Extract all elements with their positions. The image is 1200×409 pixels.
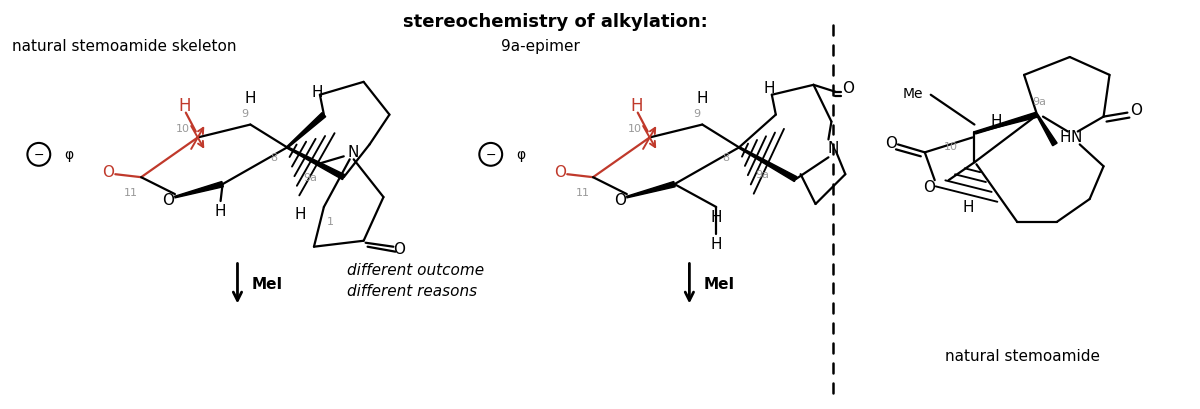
Polygon shape — [287, 147, 346, 180]
Text: MeI: MeI — [703, 276, 734, 291]
Text: Me: Me — [902, 87, 923, 101]
Polygon shape — [175, 182, 223, 198]
Polygon shape — [626, 182, 676, 198]
Text: N: N — [1070, 130, 1081, 145]
Text: 9: 9 — [692, 108, 700, 118]
Text: MeI: MeI — [251, 276, 282, 291]
Text: stereochemistry of alkylation:: stereochemistry of alkylation: — [403, 13, 708, 31]
Text: 11: 11 — [124, 188, 138, 198]
Text: H: H — [311, 85, 323, 100]
Text: O: O — [842, 81, 854, 96]
Text: H: H — [179, 97, 191, 115]
Text: O: O — [886, 136, 898, 151]
Text: O: O — [923, 179, 935, 194]
Text: H: H — [245, 91, 256, 106]
Text: O: O — [554, 164, 566, 179]
Text: H: H — [990, 114, 1002, 129]
Text: 11: 11 — [576, 188, 590, 198]
Text: H: H — [215, 204, 227, 219]
Text: N: N — [348, 144, 359, 160]
Text: 9a: 9a — [755, 170, 769, 180]
Text: O: O — [102, 164, 114, 179]
Polygon shape — [739, 147, 797, 182]
Text: H: H — [962, 200, 974, 215]
Text: H: H — [630, 97, 643, 115]
Text: O: O — [394, 242, 406, 256]
Polygon shape — [976, 115, 1037, 135]
Text: different outcome
different reasons: different outcome different reasons — [347, 263, 484, 299]
Text: H: H — [710, 210, 722, 225]
Text: O: O — [162, 192, 174, 207]
Text: H: H — [696, 91, 708, 106]
Text: 8: 8 — [722, 153, 730, 163]
Text: O: O — [1130, 103, 1142, 118]
Text: 10: 10 — [628, 123, 642, 133]
Text: 9: 9 — [241, 108, 248, 118]
Text: −: − — [34, 148, 44, 162]
Text: −: − — [486, 148, 496, 162]
Text: φ: φ — [64, 148, 73, 162]
Text: H: H — [294, 207, 306, 222]
Text: 9a: 9a — [1032, 97, 1046, 106]
Text: 8: 8 — [271, 153, 277, 163]
Text: 1: 1 — [326, 216, 334, 226]
Polygon shape — [974, 113, 1038, 134]
Text: 9a: 9a — [302, 173, 317, 183]
Polygon shape — [1037, 115, 1057, 146]
Polygon shape — [287, 113, 325, 148]
Text: 10: 10 — [943, 142, 958, 152]
Text: natural stemoamide skeleton: natural stemoamide skeleton — [12, 39, 236, 54]
Text: φ: φ — [516, 148, 526, 162]
Text: H: H — [710, 237, 722, 252]
Text: 10: 10 — [176, 123, 190, 133]
Text: N: N — [828, 141, 839, 155]
Text: 9a-epimer: 9a-epimer — [500, 39, 580, 54]
Text: H: H — [763, 81, 774, 96]
Text: H: H — [1060, 130, 1070, 145]
Text: O: O — [614, 192, 626, 207]
Text: natural stemoamide: natural stemoamide — [944, 348, 1099, 363]
